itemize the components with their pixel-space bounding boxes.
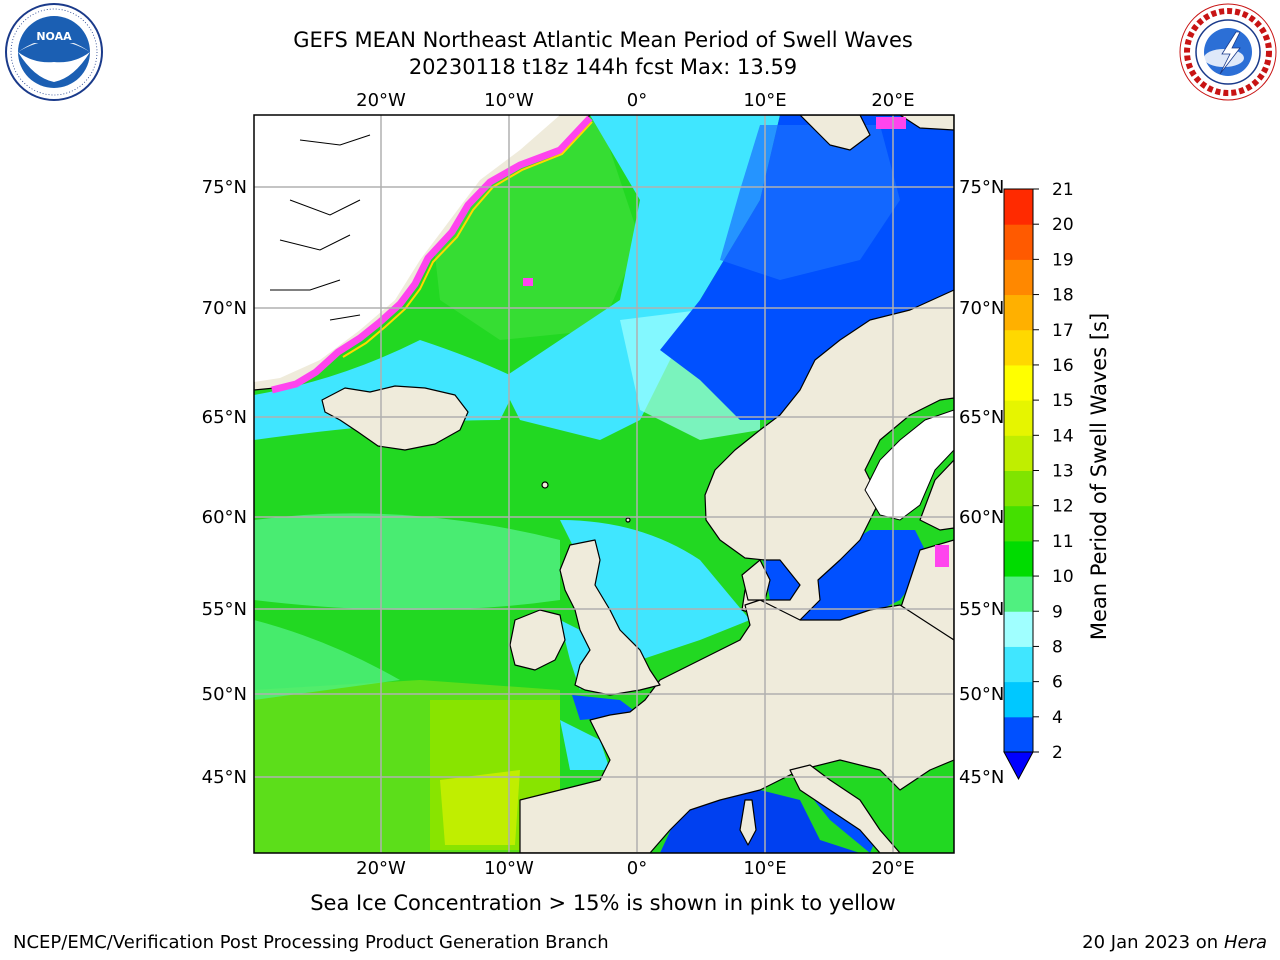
noaa-logo-icon: NOAA xyxy=(5,3,103,101)
faroe-islands xyxy=(541,481,549,489)
lon-label-bottom-2: 0° xyxy=(627,858,647,879)
franz-josef-land xyxy=(899,115,954,131)
lon-label-bottom-0: 20°W xyxy=(356,858,406,879)
lon-label-top-3: 10°E xyxy=(743,90,786,111)
colorbar-swatch-5 xyxy=(1004,540,1033,577)
footer-date-text: 20 Jan 2023 on xyxy=(1082,932,1224,953)
lon-label-top-0: 20°W xyxy=(356,90,406,111)
sea-ice-bothnia xyxy=(935,545,949,567)
europe-land xyxy=(519,599,954,853)
sea-ice-greenland xyxy=(271,115,593,394)
swell-zone-9s xyxy=(254,513,560,610)
map-area xyxy=(254,115,954,853)
lat-label-right-6: 45°N xyxy=(959,767,1004,788)
footer-date: 20 Jan 2023 on Hera xyxy=(1082,932,1267,954)
iceland-land xyxy=(321,385,469,451)
colorbar-swatch-15 xyxy=(1004,189,1033,225)
colorbar-swatch-10 xyxy=(1004,364,1033,401)
nws-logo-icon xyxy=(1179,3,1277,101)
colorbar-swatch-2 xyxy=(1004,646,1033,683)
lat-label-left-0: 75°N xyxy=(202,177,247,198)
colorbar-tick-label-12: 17 xyxy=(1052,321,1074,341)
swell-zone-med xyxy=(660,790,860,853)
greenland-fjords xyxy=(270,134,371,321)
colorbar-label: Mean Period of Swell Waves [s] xyxy=(1087,313,1111,640)
colorbar-swatch-12 xyxy=(1004,294,1033,331)
lon-label-top-4: 20°E xyxy=(871,90,914,111)
colorbar-swatch-3 xyxy=(1004,611,1033,647)
lat-label-left-1: 70°N xyxy=(202,298,247,319)
gulf-of-bothnia xyxy=(864,409,954,521)
lat-label-left-3: 60°N xyxy=(202,507,247,528)
corsica-land xyxy=(739,799,757,846)
swell-zone-biscay xyxy=(560,720,610,770)
colorbar-tick-label-14: 19 xyxy=(1052,250,1074,270)
swell-zone-6s xyxy=(500,115,780,440)
colorbar-swatch-6 xyxy=(1004,505,1033,542)
lat-label-right-2: 65°N xyxy=(959,407,1004,428)
colorbar-swatch-1 xyxy=(1004,681,1033,718)
lat-label-right-3: 60°N xyxy=(959,507,1004,528)
colorbar-tick-label-1: 4 xyxy=(1052,708,1063,728)
swell-zone-9s-b xyxy=(254,620,400,700)
colorbar-tick-label-5: 10 xyxy=(1052,567,1074,587)
svg-text:NOAA: NOAA xyxy=(36,30,72,43)
lat-label-right-1: 70°N xyxy=(959,298,1004,319)
sea-ice-jan-mayen xyxy=(523,278,533,286)
lon-label-top-2: 0° xyxy=(627,90,647,111)
lon-label-bottom-4: 20°E xyxy=(871,858,914,879)
colorbar-tick-label-10: 15 xyxy=(1052,391,1074,411)
colorbar-tick-label-6: 11 xyxy=(1052,532,1074,552)
great-britain-land xyxy=(559,539,661,696)
sea-ice-note: Sea Ice Concentration > 15% is shown in … xyxy=(310,891,896,915)
lat-label-left-2: 65°N xyxy=(202,407,247,428)
ireland-land xyxy=(509,609,566,671)
sea-ice-barents xyxy=(876,117,906,129)
colorbar-tick-label-3: 8 xyxy=(1052,637,1063,657)
colorbar-tick-label-16: 21 xyxy=(1052,180,1074,200)
colorbar-tick-label-9: 14 xyxy=(1052,426,1074,446)
svalbard-land xyxy=(799,115,871,151)
lat-label-left-5: 50°N xyxy=(202,684,247,705)
swell-zone-6s-northsea xyxy=(560,520,750,660)
sea-ice-greenland-yellow xyxy=(342,121,593,358)
denmark-land xyxy=(741,559,771,601)
colorbar-swatch-0 xyxy=(1004,716,1033,753)
finland-land xyxy=(919,459,954,531)
colorbar-tick-label-4: 9 xyxy=(1052,602,1063,622)
swell-zone-13s xyxy=(440,770,520,845)
colorbar-tick-label-2: 6 xyxy=(1052,673,1063,693)
lat-label-left-4: 55°N xyxy=(202,599,247,620)
footer-machine: Hera xyxy=(1223,932,1267,953)
colorbar-tick-label-11: 16 xyxy=(1052,356,1074,376)
colorbar-tick-label-15: 20 xyxy=(1052,215,1074,235)
colorbar-swatch-14 xyxy=(1004,224,1033,260)
chart-subtitle-date: 20230118 t18z 144h fcst Max: 13.59 xyxy=(408,55,798,79)
shetland-islands xyxy=(625,517,631,523)
colorbar-swatch-7 xyxy=(1004,470,1033,507)
colorbar-swatch-11 xyxy=(1004,329,1033,366)
colorbar-tick-label-0: 2 xyxy=(1052,743,1063,763)
colorbar-min-extend xyxy=(1003,751,1034,781)
colorbar-swatch-4 xyxy=(1004,576,1033,612)
lat-label-right-4: 55°N xyxy=(959,599,1004,620)
map-frame xyxy=(253,114,955,854)
lat-label-right-5: 50°N xyxy=(959,684,1004,705)
greenland-ice xyxy=(254,115,560,382)
lon-label-bottom-3: 10°E xyxy=(743,858,786,879)
italy-land xyxy=(789,764,901,853)
lat-label-left-6: 45°N xyxy=(202,767,247,788)
chart-title: GEFS MEAN Northeast Atlantic Mean Period… xyxy=(293,28,913,52)
footer-credit: NCEP/EMC/Verification Post Processing Pr… xyxy=(13,932,609,953)
lat-label-right-0: 75°N xyxy=(959,177,1004,198)
colorbar-swatch-9 xyxy=(1004,400,1033,436)
colorbar-tick-label-7: 12 xyxy=(1052,497,1074,517)
lon-label-bottom-1: 10°W xyxy=(484,858,534,879)
lon-label-top-1: 10°W xyxy=(484,90,534,111)
colorbar-tick-label-8: 13 xyxy=(1052,462,1074,482)
colorbar-tick-label-13: 18 xyxy=(1052,286,1074,306)
colorbar-swatch-13 xyxy=(1004,259,1033,296)
colorbar-swatch-8 xyxy=(1004,435,1033,471)
